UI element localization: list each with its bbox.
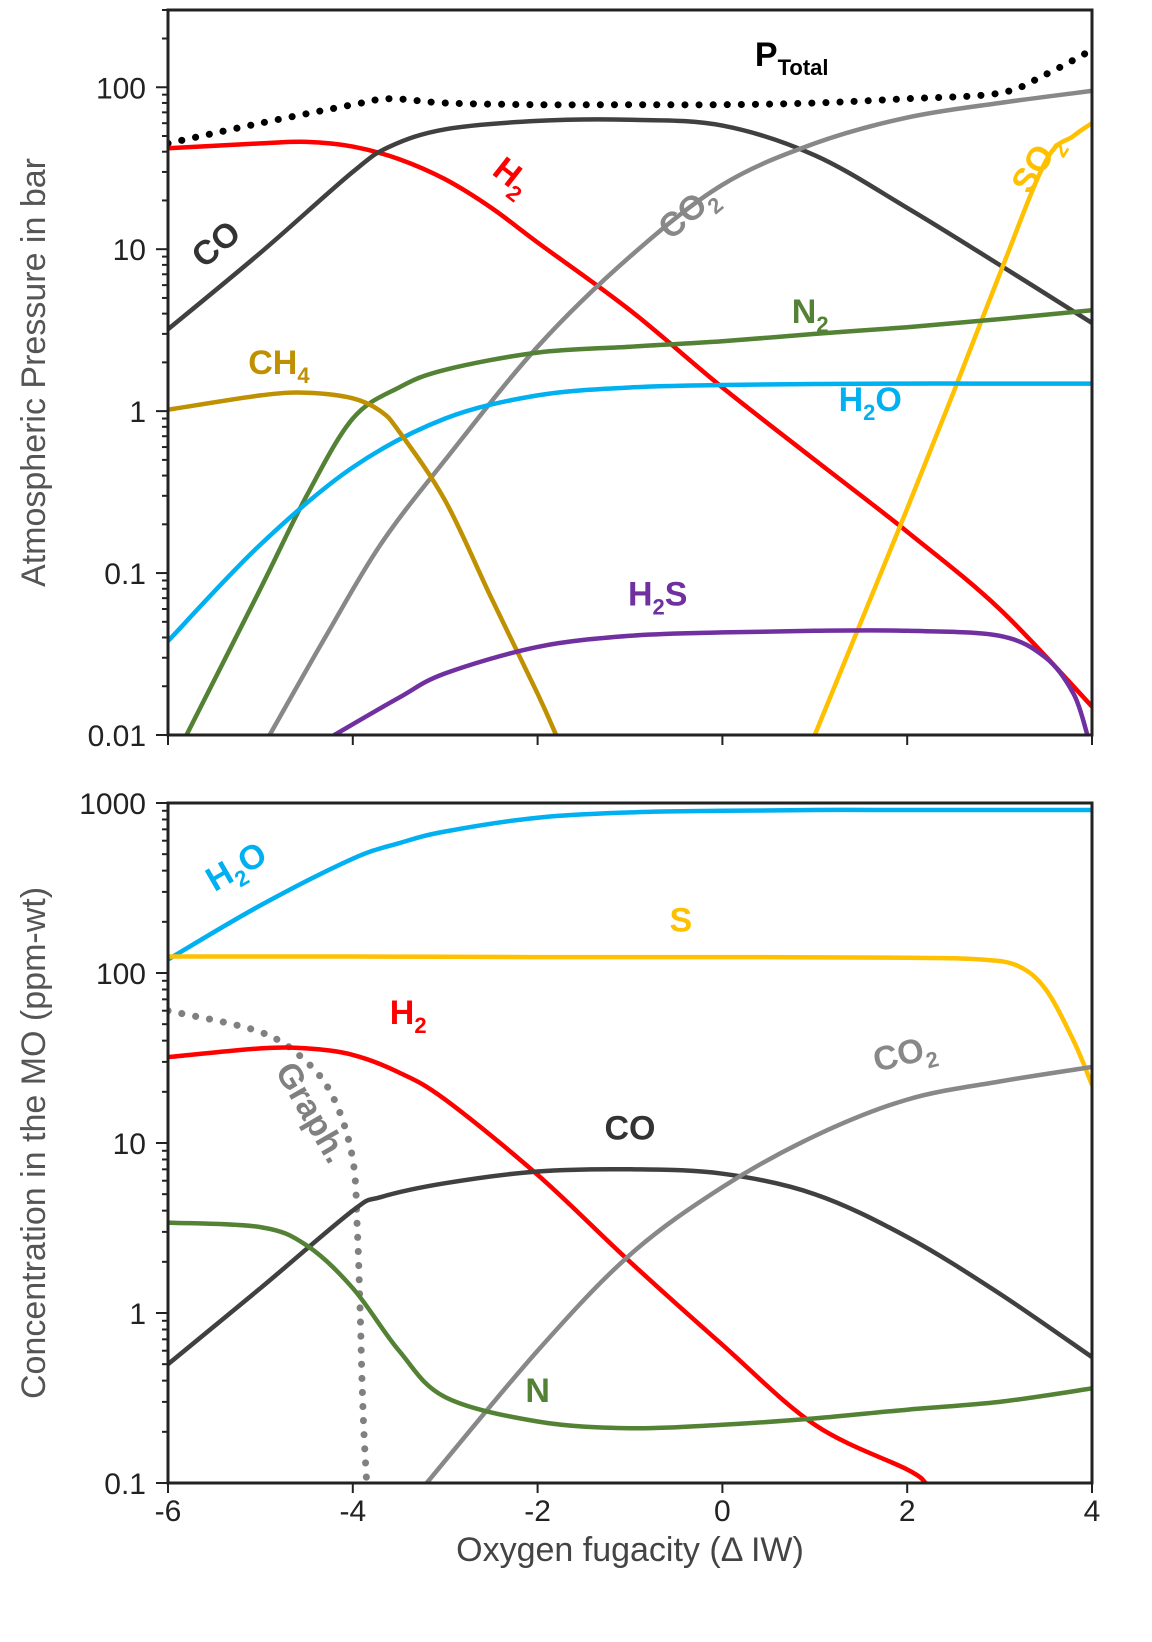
series-line-n	[168, 1220, 1092, 1431]
series-group	[168, 46, 1092, 735]
y-tick-label: 1	[129, 1298, 146, 1331]
series-label-co2: CO2	[869, 1028, 941, 1086]
y-tick-label: 0.1	[104, 1468, 146, 1501]
series-label-h2: H2	[390, 994, 427, 1038]
series-line-n2	[184, 307, 1092, 735]
series-label-ptotal: PTotal	[755, 36, 829, 80]
plot-frame	[166, 8, 1094, 737]
series-label-n2: N2	[792, 293, 829, 337]
series-label-h2: H2	[482, 150, 538, 207]
x-tick-label: 0	[714, 1495, 731, 1528]
y-tick-label: 100	[96, 72, 146, 105]
series-label-h2s: H2S	[628, 576, 688, 620]
series-label-co: CO	[605, 1109, 656, 1147]
x-axis-title: Oxygen fugacity (Δ IW)	[456, 1531, 804, 1569]
panel-1: 0.01 0.1 1 10 100 Atmospheric Pressure in bar…	[15, 8, 1094, 753]
x-tick-label: -4	[339, 1495, 366, 1528]
series-line-h2	[168, 1045, 928, 1483]
x-tick-label: -2	[524, 1495, 551, 1528]
series-line-h2	[168, 139, 1092, 709]
series-line-co	[168, 1166, 1092, 1367]
panel-2: 0.1 1 10 100 1000 -6 -4 -2 0 2 4 Concentration in t…	[15, 788, 1100, 1569]
y-tick-label: 100	[96, 958, 146, 991]
series-label-s: S	[669, 902, 692, 940]
y-tick-label: 0.1	[104, 558, 146, 591]
series-line-graph	[168, 1007, 371, 1483]
x-tick-label: 4	[1084, 1495, 1101, 1528]
series-line-co2	[424, 1064, 1092, 1483]
series-line-ptotal	[168, 46, 1092, 147]
y-tick-label: 1000	[79, 788, 146, 821]
series-label-ch4: CH4	[248, 344, 310, 388]
series-line-h2o	[168, 807, 1092, 962]
x-tick-label: -6	[155, 1495, 182, 1528]
series-line-h2o	[168, 381, 1092, 644]
series-label-n: N	[525, 1372, 550, 1410]
y-axis-title: Concentration in the MO (ppm-wt)	[15, 887, 53, 1399]
series-line-co	[168, 117, 1092, 332]
series-label-h2o: H2O	[200, 835, 277, 905]
series-label-h2o: H2O	[839, 381, 902, 425]
y-tick-label: 1	[129, 396, 146, 429]
series-line-h2s	[332, 628, 1090, 735]
series-line-s	[168, 954, 1092, 1088]
y-axis-title: Atmospheric Pressure in bar	[15, 158, 53, 587]
series-group	[168, 807, 1092, 1483]
y-tick-label: 10	[113, 1128, 146, 1161]
series-line-ch4	[168, 390, 559, 735]
x-tick-label: 2	[899, 1495, 916, 1528]
y-tick-label: 10	[113, 234, 146, 267]
y-tick-label: 0.01	[88, 720, 146, 753]
series-line-co2	[267, 88, 1092, 735]
series-label-co: CO	[185, 213, 248, 275]
series-line-so2	[812, 120, 1092, 735]
